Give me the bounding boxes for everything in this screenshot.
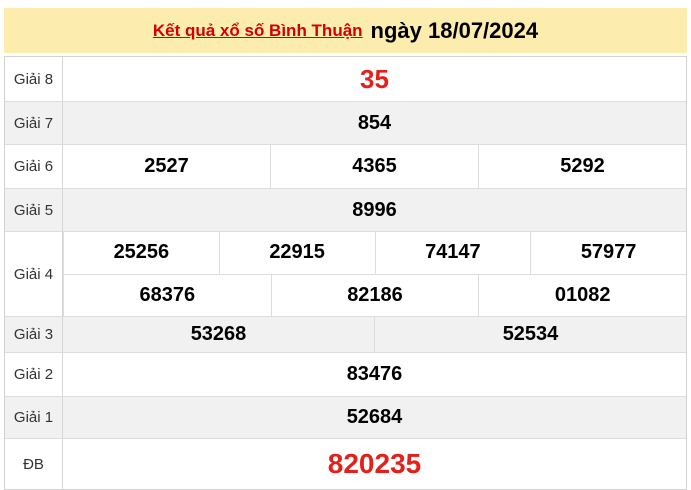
prize-number: 2527 <box>144 155 189 177</box>
prize-row-giai-5: Giải 5 8996 <box>5 188 686 231</box>
prize-number: 68376 <box>63 274 271 316</box>
prize-number: 22915 <box>218 232 375 274</box>
prize-row-giai-7: Giải 7 854 <box>5 101 686 144</box>
prize-row-giai-3: Giải 3 53268 52534 <box>5 316 686 352</box>
prize-label-db: ĐB <box>5 439 63 489</box>
prize-number: 82186 <box>270 274 479 316</box>
results-table: Giải 8 35 Giải 7 854 Giải 6 2527 4365 52… <box>4 56 687 490</box>
prize-number: 35 <box>360 63 389 94</box>
prize-subrow: 68376 82186 01082 <box>63 273 686 316</box>
prize-row-giai-2: Giải 2 83476 <box>5 352 686 396</box>
prize-label-giai-4: Giải 4 <box>5 232 63 316</box>
prize-label-giai-6: Giải 6 <box>5 145 63 188</box>
prize-number: 25256 <box>63 232 219 274</box>
prize-number: 52684 <box>346 406 403 428</box>
prize-number: 74147 <box>374 232 531 274</box>
prize-row-giai-8: Giải 8 35 <box>5 57 686 101</box>
prize-number: 4365 <box>270 145 478 188</box>
prize-number: 52534 <box>374 317 686 352</box>
page-title: Kết quả xổ số Bình Thuận ngày 18/07/2024 <box>4 8 687 53</box>
prize-label-giai-5: Giải 5 <box>5 189 63 231</box>
prize-label-giai-3: Giải 3 <box>5 317 63 352</box>
prize-number: 854 <box>357 111 392 134</box>
prize-subrow: 25256 22915 74147 57977 <box>63 232 686 274</box>
prize-number: 57977 <box>530 232 686 274</box>
prize-number: 820235 <box>327 448 422 479</box>
title-date: ngày 18/07/2024 <box>370 17 539 43</box>
prize-label-giai-2: Giải 2 <box>5 353 63 396</box>
prize-label-giai-8: Giải 8 <box>5 57 63 101</box>
prize-number: 53268 <box>190 323 247 345</box>
prize-label-giai-7: Giải 7 <box>5 102 63 144</box>
prize-row-db: ĐB 820235 <box>5 438 686 489</box>
prize-label-giai-1: Giải 1 <box>5 397 63 438</box>
prize-number: 5292 <box>478 145 686 188</box>
prize-number: 83476 <box>346 363 403 385</box>
prize-row-giai-4: Giải 4 25256 22915 74147 57977 68376 821… <box>5 231 686 316</box>
prize-row-giai-6: Giải 6 2527 4365 5292 <box>5 144 686 188</box>
lottery-title-link[interactable]: Kết quả xổ số Bình Thuận <box>152 20 363 40</box>
prize-row-giai-1: Giải 1 52684 <box>5 396 686 438</box>
prize-number: 01082 <box>478 274 686 316</box>
prize-number: 8996 <box>352 198 397 221</box>
